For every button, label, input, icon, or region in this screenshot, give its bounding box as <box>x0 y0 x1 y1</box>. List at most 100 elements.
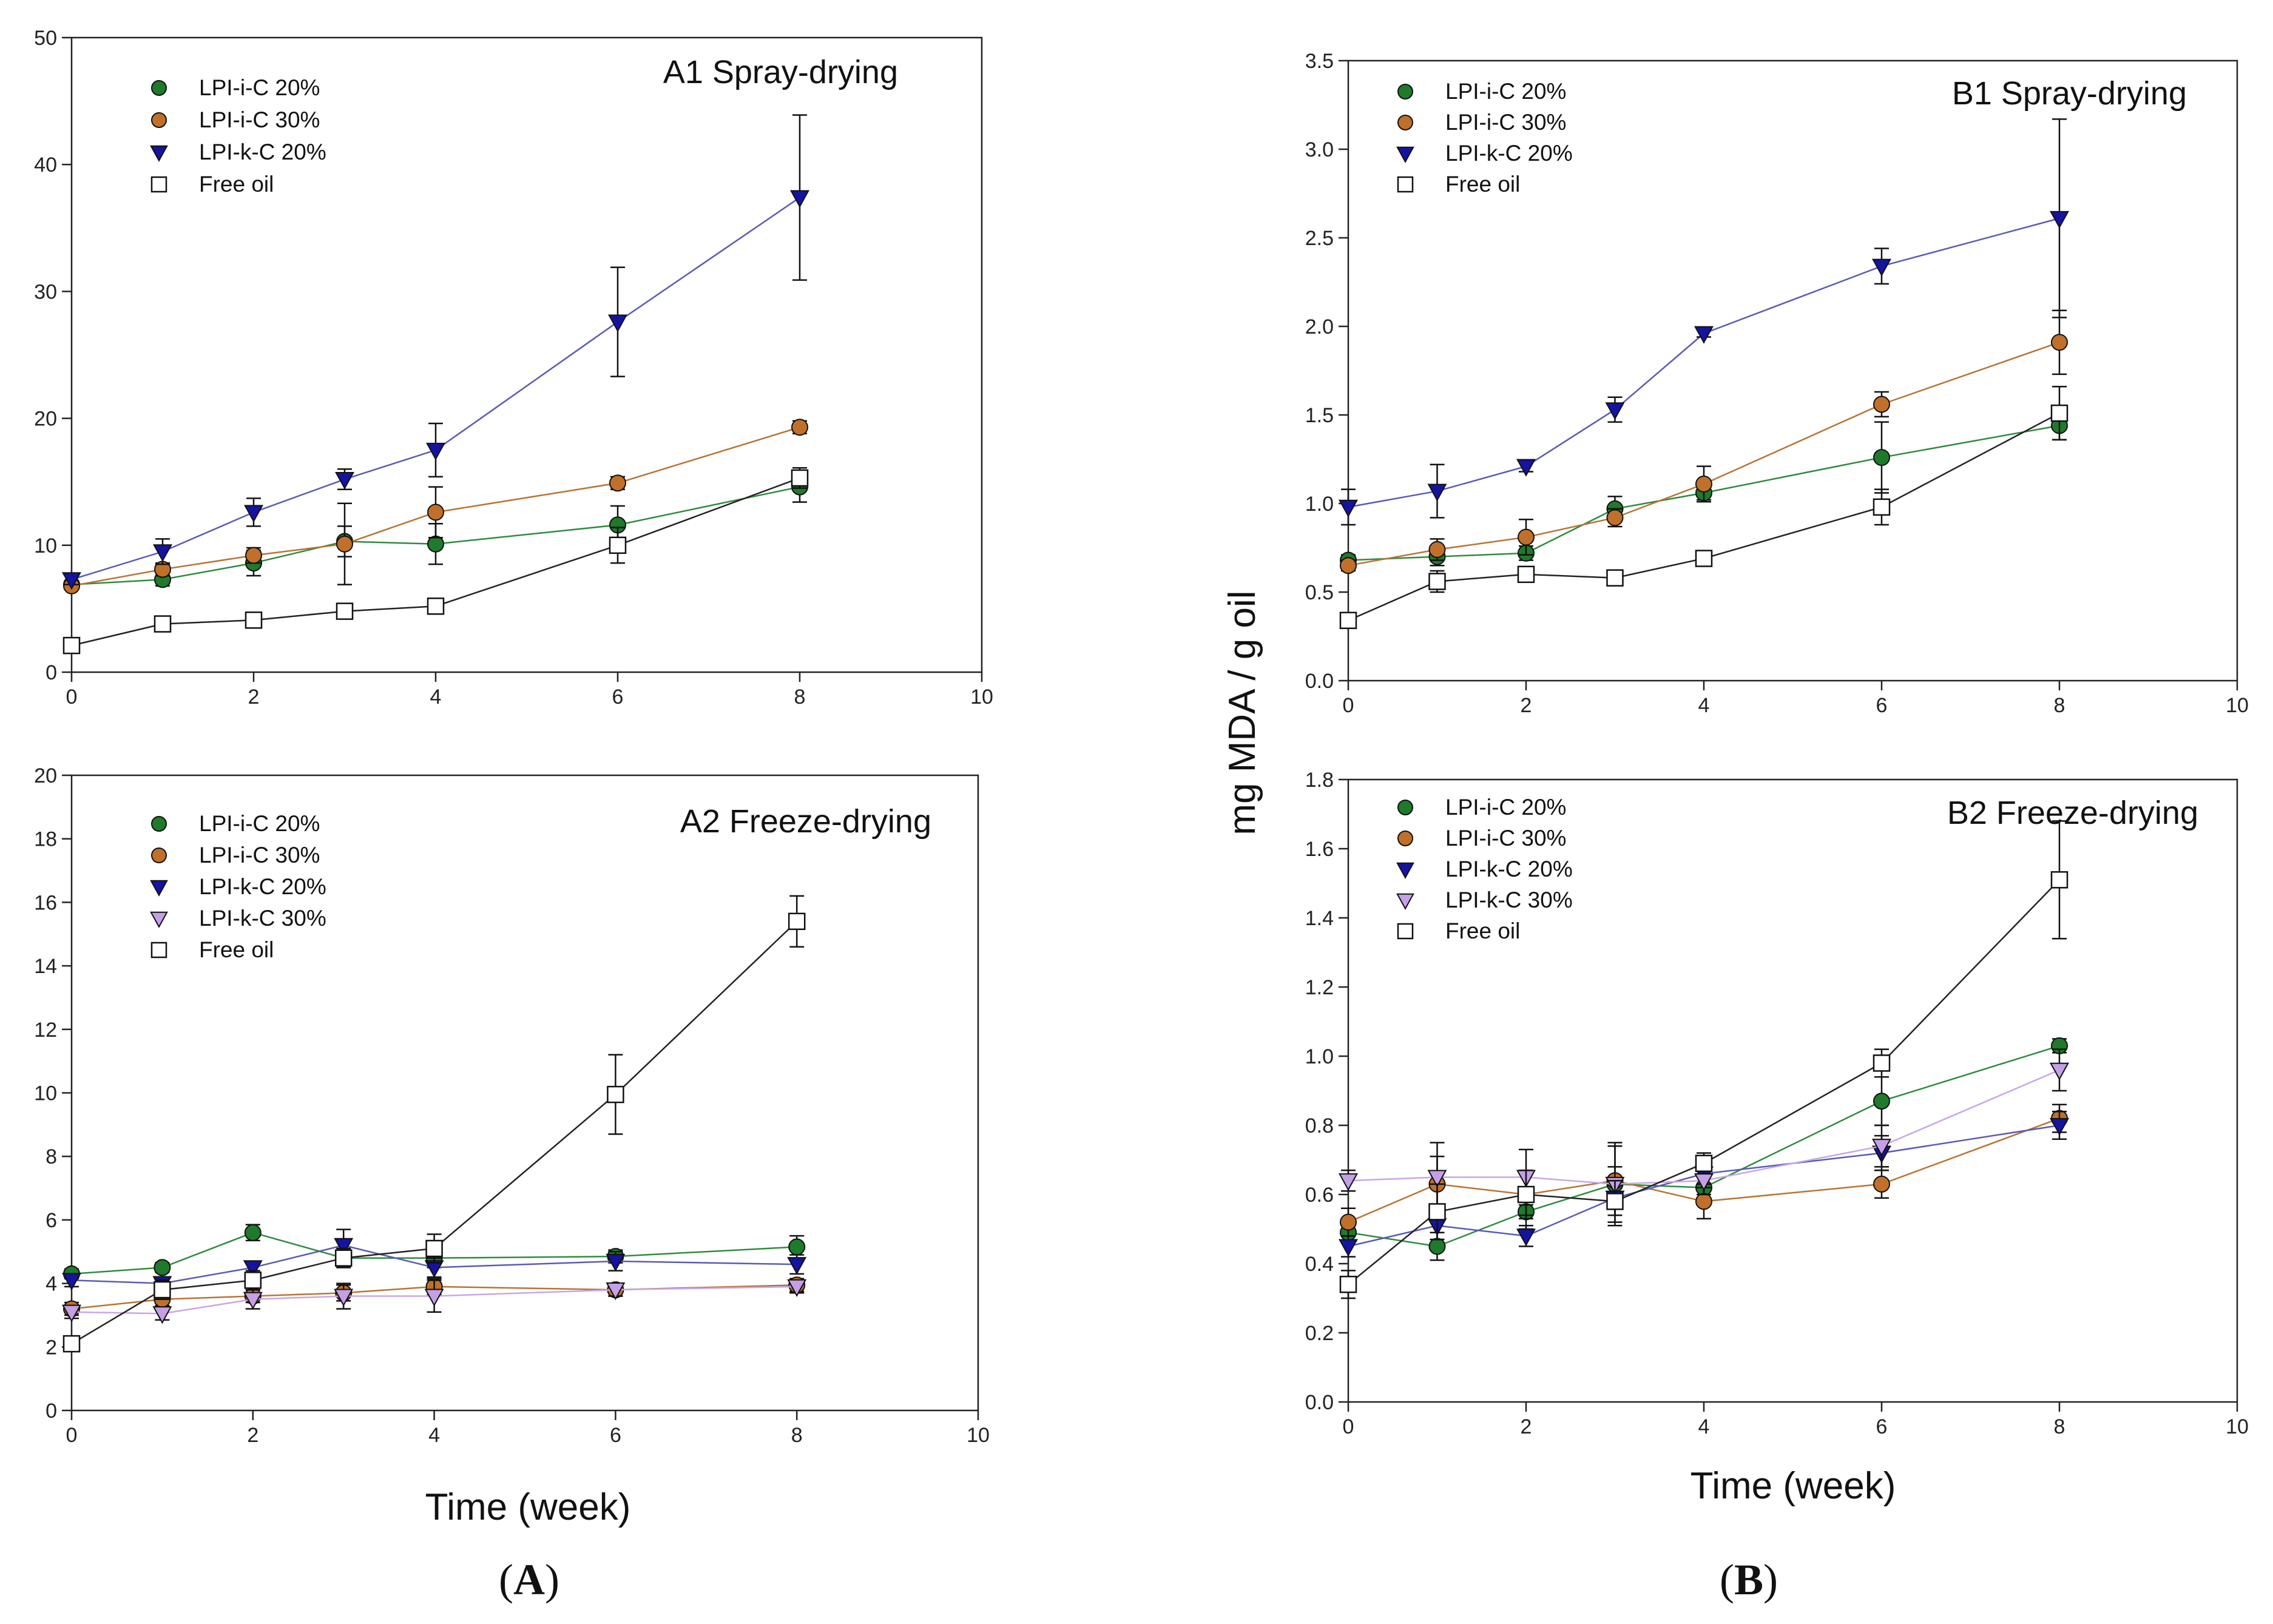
data-point-free-oil-b2 <box>1517 1185 1535 1204</box>
legend-marker-lpi-k-c-30 <box>150 911 168 928</box>
data-point-free-oil-a2 <box>334 1249 353 1267</box>
y-tick-label-a2: 0 <box>46 1400 57 1423</box>
data-point-lpi-i-c-30-b1 <box>2051 334 2068 351</box>
data-point-lpi-i-c-30-b1 <box>1606 509 1624 527</box>
x-tick-label-b2: 8 <box>2054 1415 2065 1438</box>
legend-label-lpi-k-c-30: LPI-k-C 30% <box>1445 888 1573 912</box>
series-free-oil-a2 <box>62 895 806 1353</box>
data-point-lpi-i-c-30-b1 <box>1695 475 1712 493</box>
data-point-lpi-k-c-30-a2 <box>787 1279 807 1297</box>
plot-frame-a1 <box>70 36 983 673</box>
data-point-lpi-k-c-30-b2 <box>2050 1062 2069 1080</box>
legend-label-lpi-i-c-20: LPI-i-C 20% <box>1445 795 1566 820</box>
legend-label-lpi-k-c-20: LPI-k-C 20% <box>199 874 326 899</box>
series-lpi-i-c-30-a1 <box>63 419 808 595</box>
legend-label-lpi-k-c-20: LPI-k-C 20% <box>1445 857 1573 881</box>
legend-entry-lpi-i-c-20-a2: LPI-i-C 20% <box>151 811 320 836</box>
legend-label-free-oil: Free oil <box>1445 918 1520 943</box>
legend-marker-lpi-k-c-20 <box>1396 146 1414 163</box>
data-point-lpi-k-c-20-a2 <box>243 1260 263 1278</box>
data-point-lpi-k-c-20-a1 <box>790 190 809 208</box>
data-point-lpi-k-c-30-a2 <box>62 1304 81 1322</box>
data-point-free-oil-b1 <box>1339 612 1357 629</box>
legend-marker-lpi-i-c-20 <box>1397 800 1413 815</box>
legend-entry-lpi-k-c-30-a2: LPI-k-C 30% <box>150 906 326 931</box>
y-tick-label-b2: 1.0 <box>1305 1045 1334 1068</box>
data-point-lpi-k-c-20-b1 <box>1427 483 1447 502</box>
x-tick-label-b1: 2 <box>1521 694 1532 717</box>
legend-entry-free-oil-b2: Free oil <box>1397 918 1520 943</box>
legend-label-lpi-k-c-20: LPI-k-C 20% <box>199 140 326 164</box>
data-point-lpi-k-c-20-a2 <box>606 1253 626 1272</box>
data-point-free-oil-a2 <box>788 912 806 931</box>
y-tick-label-b1: 3.0 <box>1305 138 1334 161</box>
legend-label-lpi-i-c-30: LPI-i-C 30% <box>1445 826 1566 851</box>
data-point-free-oil-b1 <box>1695 550 1713 567</box>
data-point-lpi-k-c-30-b2 <box>1427 1170 1447 1188</box>
data-point-free-oil-a2 <box>62 1335 81 1353</box>
data-point-lpi-k-c-20-b1 <box>1605 402 1625 420</box>
data-point-lpi-i-c-30-b1 <box>1340 557 1357 574</box>
data-point-lpi-i-c-30-b1 <box>1428 541 1446 558</box>
chart-title-b1: B1 Spray-drying <box>1952 75 2187 112</box>
data-point-free-oil-b2 <box>1873 1054 1891 1072</box>
y-tick-label-a2: 16 <box>34 891 57 914</box>
legend-label-lpi-i-c-20: LPI-i-C 20% <box>199 811 320 836</box>
data-point-lpi-i-c-30-b1 <box>1518 528 1535 546</box>
data-point-lpi-i-c-20-b1 <box>1873 449 1890 467</box>
y-tick-label-a1: 30 <box>34 280 57 303</box>
panel-b2-freeze-drying: 0.0 0.2 0.4 0.6 0.8 1.0 1.2 1.4 1.6 1.8 0 2 4 6 8 10 B2 … <box>1305 769 2249 1438</box>
x-tick-label-b2: 6 <box>1876 1415 1888 1438</box>
x-tick-label-b1: 6 <box>1876 694 1888 717</box>
legend-entry-lpi-i-c-30-b1: LPI-i-C 30% <box>1397 110 1566 135</box>
subfigure-label-a: (A) <box>499 1555 559 1604</box>
data-point-lpi-k-c-20-a2 <box>787 1257 807 1275</box>
x-tick-label-a2: 10 <box>967 1424 990 1447</box>
data-point-lpi-k-c-20-b2 <box>1339 1239 1358 1257</box>
legend-marker-lpi-i-c-30 <box>1397 115 1413 130</box>
data-point-free-oil-a1 <box>609 536 627 554</box>
series-line-lpi-k-c-20-b1 <box>1348 217 2060 508</box>
x-tick-label-b1: 10 <box>2226 694 2249 717</box>
data-point-lpi-i-c-30-a1 <box>245 547 262 564</box>
data-point-free-oil-b1 <box>2050 404 2069 422</box>
legend-entry-lpi-k-c-20-a1: LPI-k-C 20% <box>150 140 326 164</box>
data-point-lpi-k-c-30-a2 <box>424 1289 444 1307</box>
panel-a1-spray-drying: 0 10 20 30 40 50 0 2 4 6 8 10 A1 Spray-drying LPI-i-C… <box>34 27 993 709</box>
data-point-lpi-i-c-30-a1 <box>791 419 808 436</box>
legend-marker-free-oil <box>1397 923 1414 940</box>
legend-entry-lpi-i-c-20-b1: LPI-i-C 20% <box>1397 79 1566 104</box>
chart-title-a2: A2 Freeze-drying <box>680 803 931 840</box>
y-tick-label-a2: 6 <box>46 1209 57 1232</box>
x-tick-label-a2: 6 <box>610 1424 621 1447</box>
data-point-lpi-k-c-30-a2 <box>243 1292 263 1310</box>
x-tick-label-a1: 2 <box>248 686 260 709</box>
plot-frame-b2 <box>1347 778 2238 1403</box>
y-tick-label-a2: 10 <box>34 1082 57 1105</box>
legend-marker-lpi-k-c-20 <box>1396 862 1414 879</box>
legend-label-free-oil: Free oil <box>1445 172 1520 197</box>
legend-entry-lpi-i-c-30-b2: LPI-i-C 30% <box>1397 826 1566 851</box>
x-tick-label-a2: 2 <box>247 1424 258 1447</box>
series-line-lpi-i-c-30-b1 <box>1348 342 2060 567</box>
subfigure-label-b-open: ( <box>1720 1555 1734 1604</box>
y-tick-label-a1: 0 <box>46 661 57 684</box>
data-point-lpi-i-c-30-b2 <box>1340 1213 1357 1231</box>
subfigure-label-a-letter: A <box>513 1555 545 1604</box>
data-point-free-oil-b2 <box>2050 871 2069 889</box>
legend-marker-lpi-i-c-30 <box>151 112 167 128</box>
data-point-lpi-i-c-30-b1 <box>1873 396 1890 413</box>
y-tick-label-a1: 10 <box>34 534 57 558</box>
data-point-lpi-i-c-30-b2 <box>1873 1175 1890 1193</box>
legend-marker-lpi-i-c-20 <box>1397 84 1413 99</box>
legend-entry-lpi-i-c-30-a1: LPI-i-C 30% <box>151 107 320 132</box>
data-point-lpi-i-c-30-a1 <box>427 504 444 521</box>
data-point-lpi-k-c-20-b1 <box>2050 211 2069 229</box>
y-tick-label-b2: 0.6 <box>1305 1184 1334 1207</box>
plot-frame-a2 <box>70 774 979 1412</box>
y-tick-label-a2: 2 <box>46 1336 57 1359</box>
data-point-lpi-i-c-20-a2 <box>788 1238 806 1256</box>
data-point-lpi-i-c-20-a1 <box>427 535 444 553</box>
data-point-lpi-k-c-20-b1 <box>1872 258 1891 277</box>
series-lpi-i-c-30-b1 <box>1340 309 2068 574</box>
